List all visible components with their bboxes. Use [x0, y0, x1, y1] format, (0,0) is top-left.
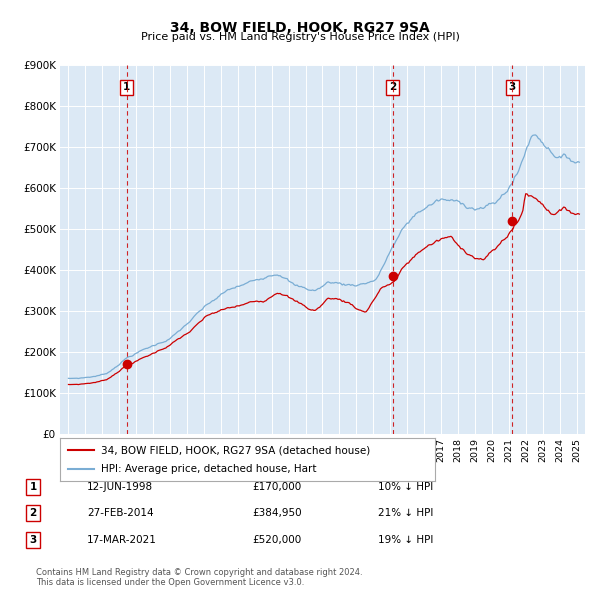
Text: Price paid vs. HM Land Registry's House Price Index (HPI): Price paid vs. HM Land Registry's House … [140, 32, 460, 42]
Text: 10% ↓ HPI: 10% ↓ HPI [378, 482, 433, 491]
Text: 1: 1 [29, 482, 37, 491]
Text: 19% ↓ HPI: 19% ↓ HPI [378, 535, 433, 545]
Text: Contains HM Land Registry data © Crown copyright and database right 2024.
This d: Contains HM Land Registry data © Crown c… [36, 568, 362, 587]
Text: 27-FEB-2014: 27-FEB-2014 [87, 509, 154, 518]
Text: 3: 3 [509, 83, 516, 93]
Text: 12-JUN-1998: 12-JUN-1998 [87, 482, 153, 491]
Text: 17-MAR-2021: 17-MAR-2021 [87, 535, 157, 545]
Text: HPI: Average price, detached house, Hart: HPI: Average price, detached house, Hart [101, 464, 317, 474]
Text: 34, BOW FIELD, HOOK, RG27 9SA (detached house): 34, BOW FIELD, HOOK, RG27 9SA (detached … [101, 445, 371, 455]
Text: 1: 1 [123, 83, 130, 93]
Text: £520,000: £520,000 [252, 535, 301, 545]
Text: 2: 2 [29, 509, 37, 518]
Text: £384,950: £384,950 [252, 509, 302, 518]
Text: £170,000: £170,000 [252, 482, 301, 491]
Text: 34, BOW FIELD, HOOK, RG27 9SA: 34, BOW FIELD, HOOK, RG27 9SA [170, 21, 430, 35]
Text: 3: 3 [29, 535, 37, 545]
Text: 21% ↓ HPI: 21% ↓ HPI [378, 509, 433, 518]
Text: 2: 2 [389, 83, 397, 93]
